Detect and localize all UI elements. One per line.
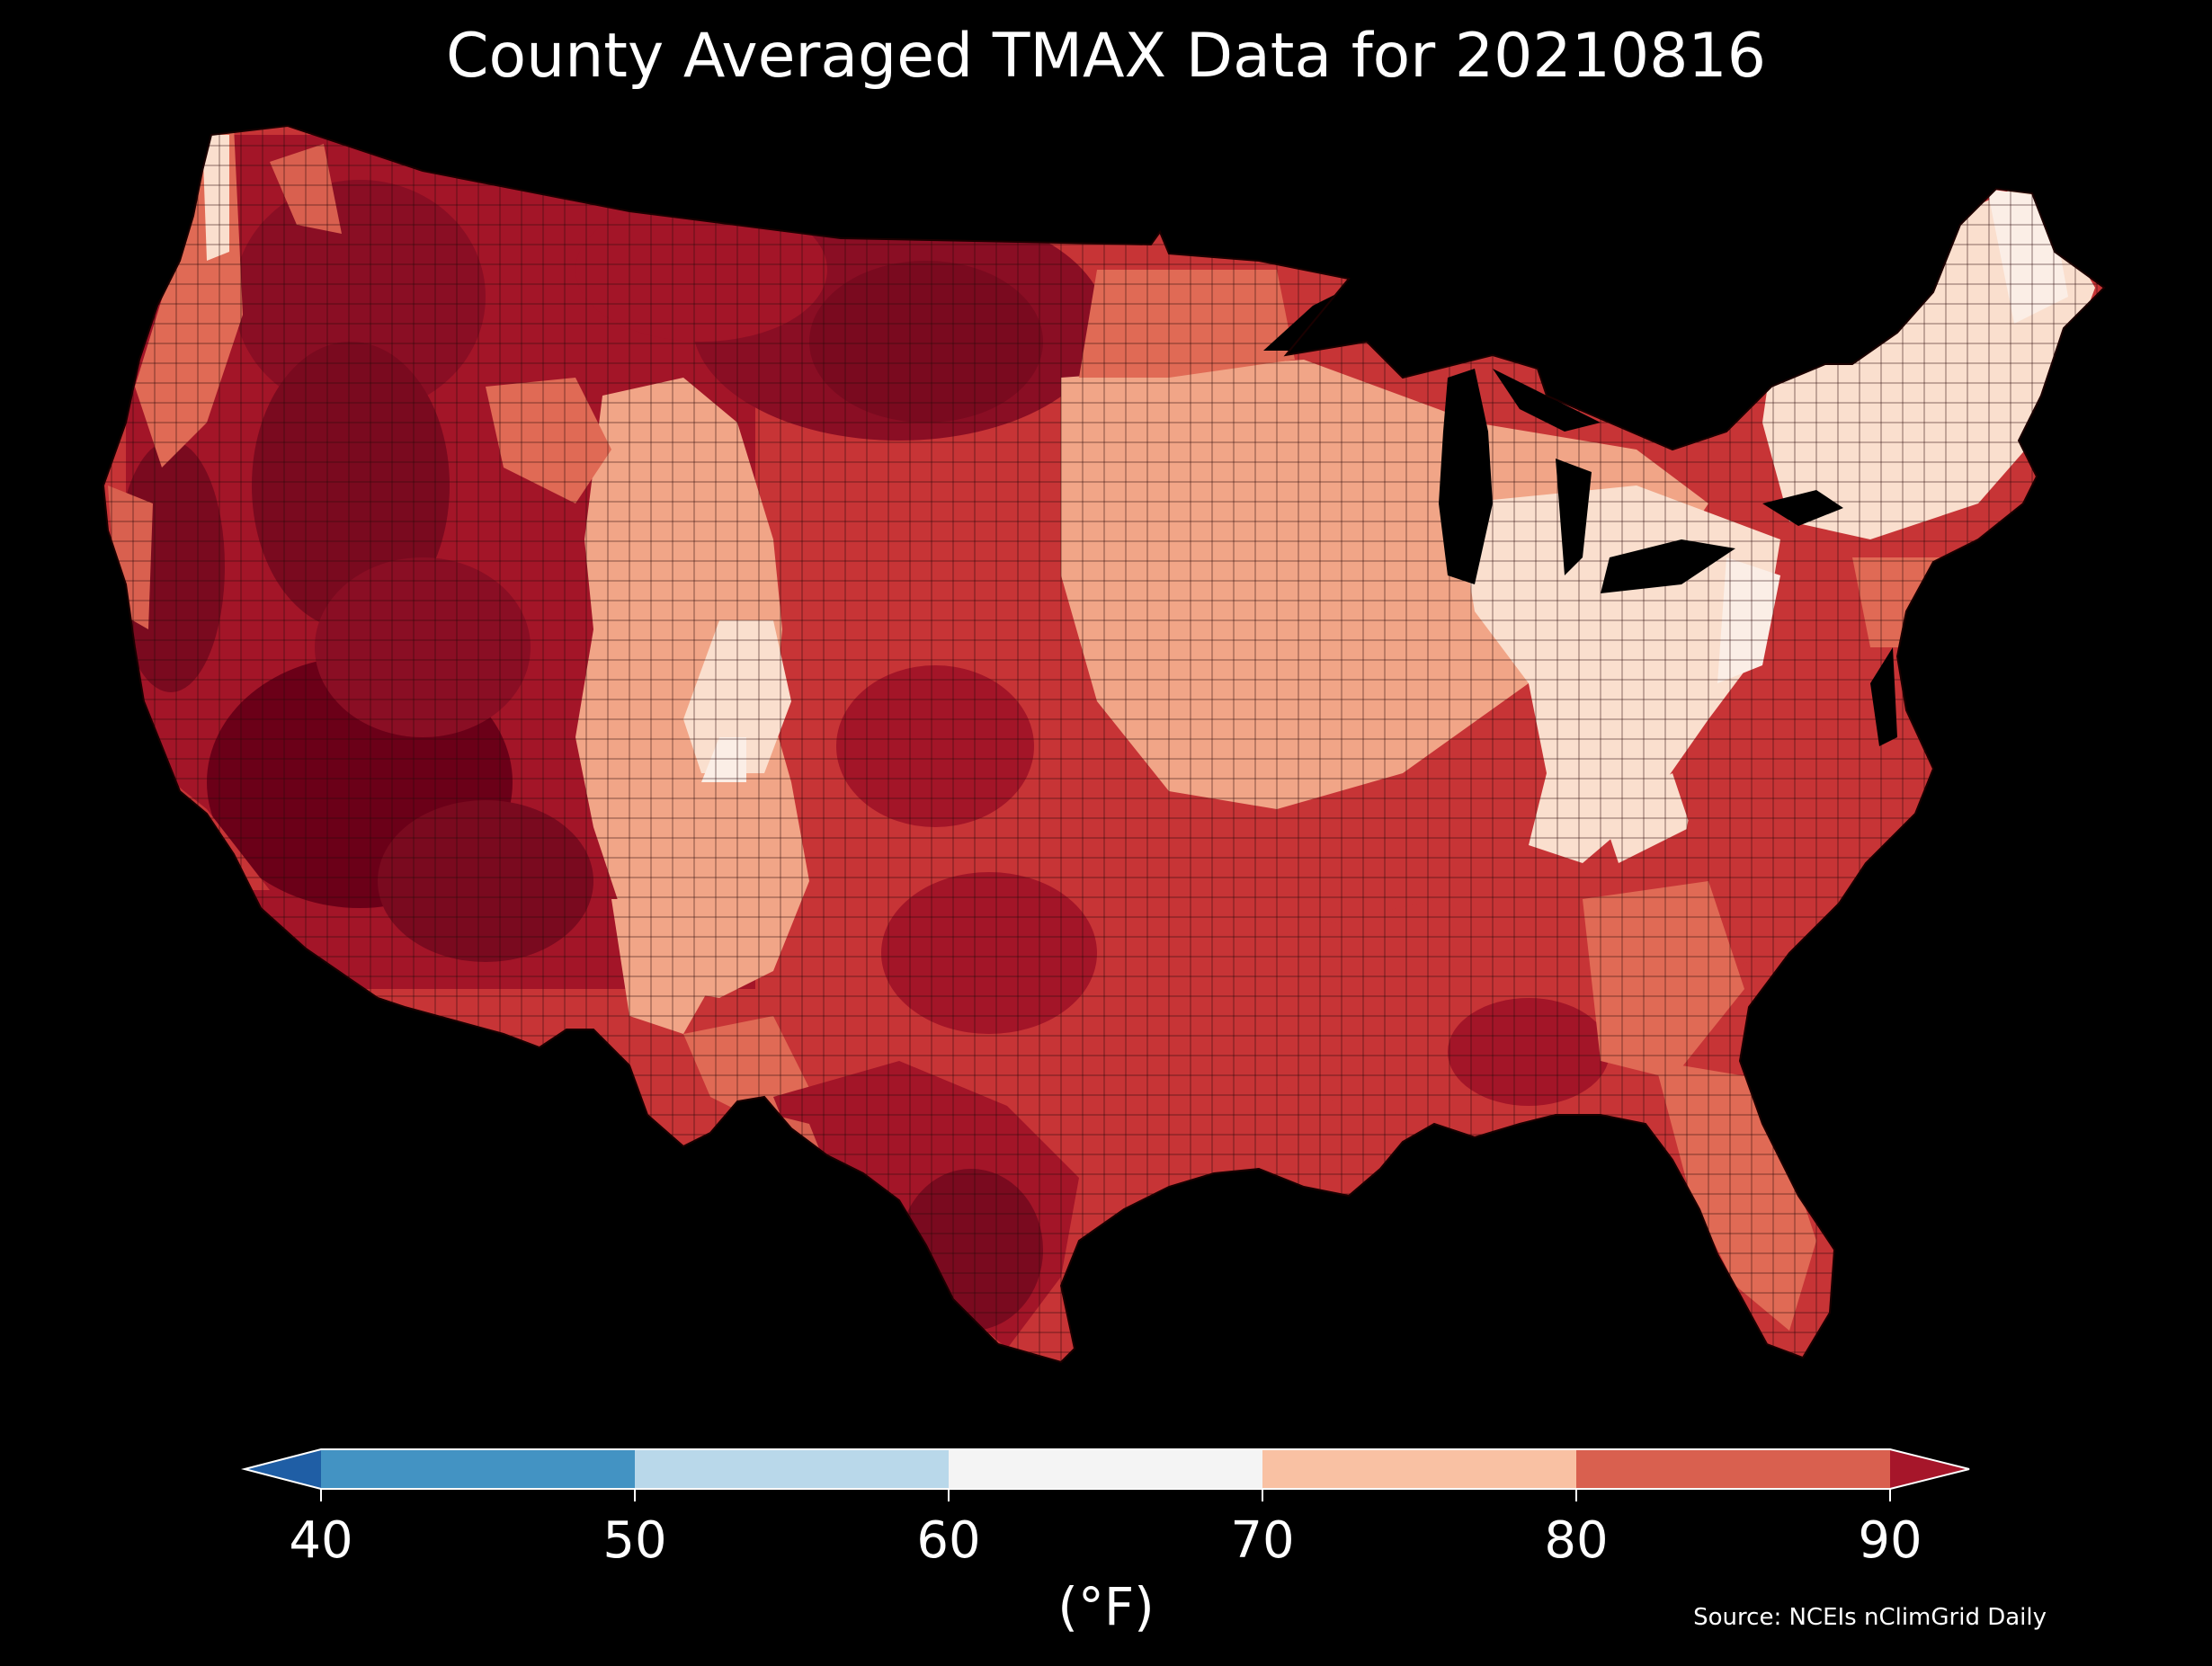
source-attribution: Source: NCEIs nClimGrid Daily	[1693, 1604, 2047, 1631]
colorbar-tick-label: 80	[1544, 1511, 1609, 1570]
colorbar-bin	[1576, 1449, 1890, 1489]
colorbar-tick-label: 70	[1230, 1511, 1295, 1570]
colorbar-over-arrow	[1890, 1449, 1969, 1489]
colorbar-bin	[321, 1449, 635, 1489]
colorbar-tick-label: 40	[289, 1511, 353, 1570]
colorbar-tick-label: 50	[602, 1511, 667, 1570]
us-map	[103, 125, 2105, 1363]
colorbar-tick-label: 60	[916, 1511, 981, 1570]
colorbar-bin	[635, 1449, 949, 1489]
colorbar-bin	[949, 1449, 1262, 1489]
map-title: County Averaged TMAX Data for 20210816	[446, 21, 1766, 92]
county-grid	[103, 126, 2104, 1362]
colorbar-graphic	[241, 1448, 1970, 1501]
colorbar-unit-label: (°F)	[1057, 1576, 1155, 1637]
colorbar	[0, 1439, 2212, 1582]
colorbar-tick-label: 90	[1858, 1511, 1922, 1570]
colorbar-under-arrow	[245, 1449, 321, 1489]
map-area	[103, 125, 2105, 1363]
great-lakes	[1263, 279, 1897, 746]
colorbar-bin	[1262, 1449, 1576, 1489]
